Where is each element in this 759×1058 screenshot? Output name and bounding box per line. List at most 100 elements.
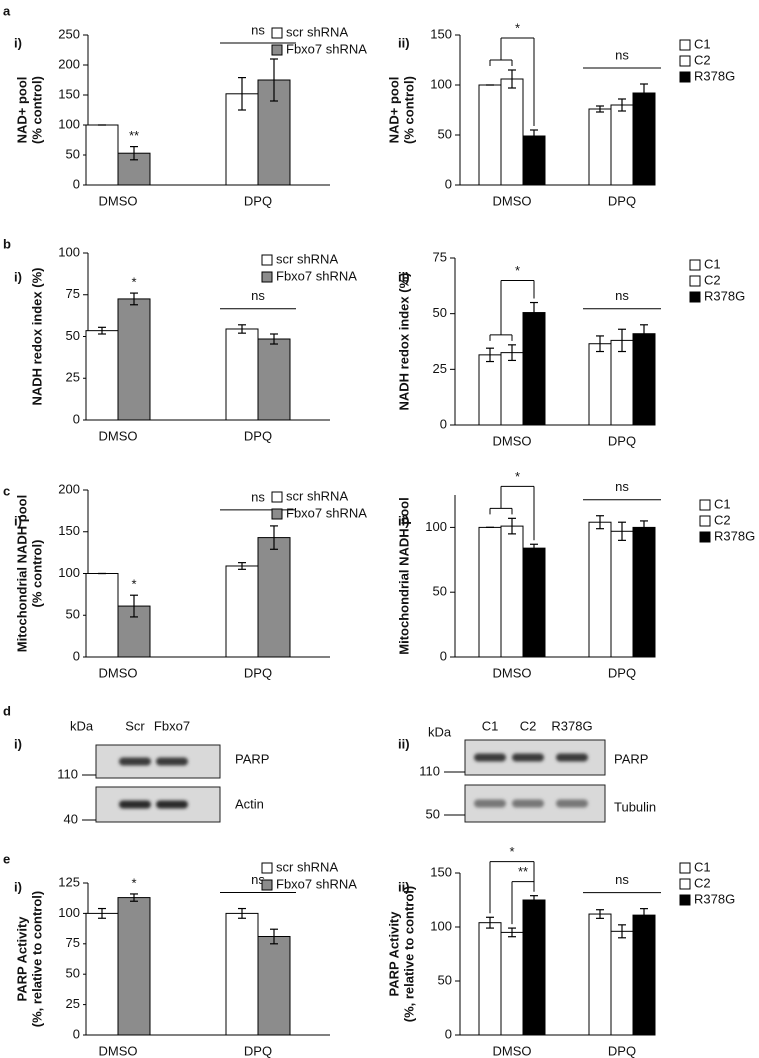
y-tick-label: 0 [440,416,447,431]
legend-swatch [689,259,701,271]
bar [610,930,634,1036]
lane-label: C2 [520,718,537,733]
legend-label: scr shRNA [286,488,348,503]
y-tick-label: 0 [445,1026,452,1041]
error-bar [98,326,106,335]
panel-numeral: i) [14,879,22,894]
bar [225,93,259,186]
bar [588,913,612,1036]
legend-swatch [679,894,691,906]
legend-swatch [679,39,691,51]
x-tick-label: DPQ [244,1043,272,1058]
x-tick-label: DPQ [608,665,636,680]
legend-swatch [679,862,691,874]
band-label: PARP [235,751,269,766]
x-tick-label: DMSO [493,665,532,680]
marker-label: 110 [419,763,440,778]
y-tick-label: 150 [430,26,452,41]
x-tick-label: DPQ [244,665,272,680]
error-bar [270,333,278,345]
y-tick-label: 100 [430,76,452,91]
y-tick-label: 50 [66,328,80,343]
bar [225,565,259,658]
y-tick-label: 100 [58,905,80,920]
bar [588,521,612,658]
significance: ns [251,288,265,303]
x-tick-label: DPQ [244,193,272,208]
blot-band [119,757,151,766]
panel-numeral: ii) [398,879,410,894]
legend-label: C1 [704,256,721,271]
legend-label: Fbxo7 shRNA [286,41,367,56]
bar [257,338,291,421]
bar [225,328,259,421]
y-tick-label: 200 [58,56,80,71]
significance: * [131,275,136,290]
blot-unit: kDa [70,718,94,733]
band-label: Tubulin [614,799,656,814]
y-axis-label: (% control) [29,76,44,144]
bar [500,525,524,658]
legend-label: Fbxo7 shRNA [276,268,357,283]
error-bar [618,521,626,541]
y-tick-label: 0 [73,176,80,191]
legend-label: C2 [694,52,711,67]
error-bar [130,893,138,902]
y-tick-label: 125 [58,874,80,889]
error-bar [508,69,516,89]
error-bar [640,908,648,923]
legend-label: R378G [714,528,755,543]
bar [257,537,291,658]
panel-letter: b [3,236,11,251]
error-bar [508,517,516,535]
x-tick-label: DPQ [608,1043,636,1058]
legend-swatch [699,515,711,527]
blot-band [556,799,588,808]
marker-label: 110 [57,766,78,781]
y-tick-label: 25 [66,996,80,1011]
error-bar [486,347,494,363]
bar [257,936,291,1036]
blot-band [556,753,588,762]
bar [85,912,119,1036]
y-tick-label: 0 [73,411,80,426]
y-axis-label: NAD+ pool [14,77,29,144]
bar [610,530,634,658]
y-axis-label: (% control) [401,76,416,144]
x-tick-label: DMSO [99,193,138,208]
y-tick-label: 50 [433,305,447,320]
bar [117,897,151,1036]
y-tick-label: 100 [58,116,80,131]
y-tick-label: 75 [433,249,447,264]
blot-band [512,799,544,808]
blot-band [156,800,188,809]
bar [522,899,546,1036]
legend-label: scr shRNA [276,251,338,266]
y-axis-label: NAD+ pool [386,77,401,144]
x-tick-label: DMSO [493,193,532,208]
blot-band [119,800,151,809]
error-bar [270,525,278,550]
error-bar [640,520,648,535]
y-axis-label: NADH redox index (%) [396,273,411,411]
y-axis-label: (%, relative to control) [29,891,44,1028]
error-bar [618,924,626,939]
legend-label: C2 [704,272,721,287]
y-tick-label: 25 [433,361,447,376]
legend-swatch [679,878,691,890]
y-tick-label: 50 [66,146,80,161]
error-bar [238,76,246,111]
significance: * [515,263,520,278]
error-bar [508,927,516,938]
significance: * [515,20,520,35]
y-tick-label: 50 [438,126,452,141]
bar [478,84,502,186]
panel-numeral: i) [14,513,22,528]
legend-swatch [699,531,711,543]
bar [632,333,656,426]
legend-label: C2 [694,875,711,890]
error-bar [130,594,138,618]
error-bar [270,58,278,102]
y-tick-label: 75 [66,286,80,301]
y-tick-label: 50 [433,584,447,599]
